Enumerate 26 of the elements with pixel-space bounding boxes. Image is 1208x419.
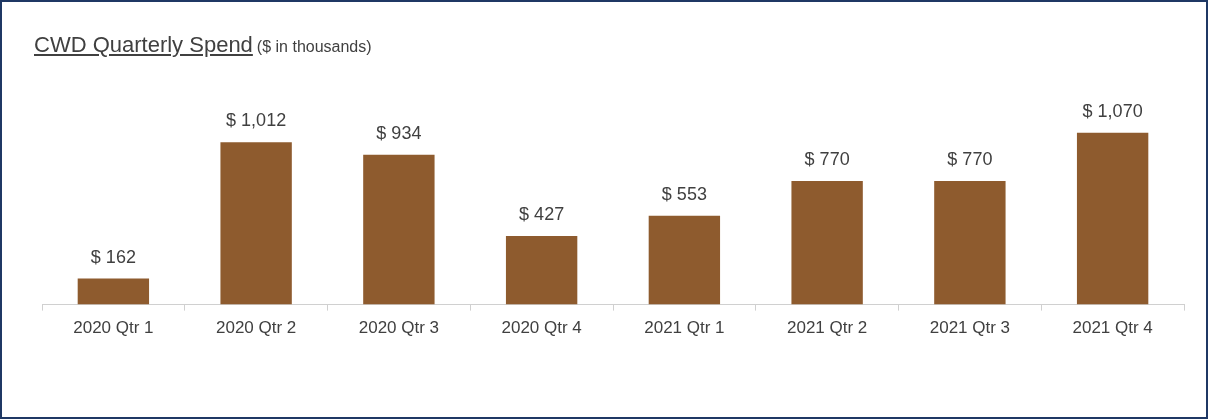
x-tick-label: 2020 Qtr 1 <box>73 318 154 338</box>
chart-subtitle: ($ in thousands) <box>256 38 372 55</box>
bar <box>363 154 435 305</box>
bar <box>505 236 578 305</box>
data-label: $ 770 <box>947 148 993 169</box>
x-tick-label: 2021 Qtr 1 <box>644 318 725 338</box>
bar <box>934 181 1006 305</box>
bar <box>791 181 863 305</box>
bar <box>220 142 292 305</box>
bar <box>648 215 721 305</box>
x-tick-label: 2020 Qtr 3 <box>358 318 440 338</box>
x-tick-label: 2021 Qtr 3 <box>929 318 1011 338</box>
data-label: $ 1,070 <box>1082 100 1143 121</box>
data-label: $ 934 <box>376 122 422 143</box>
data-label: $ 427 <box>519 204 565 225</box>
x-tick-label: 2020 Qtr 2 <box>215 318 297 338</box>
data-label: $ 162 <box>90 246 136 267</box>
x-tick-label: 2021 Qtr 2 <box>786 318 868 338</box>
x-tick-label: 2021 Qtr 4 <box>1072 318 1153 338</box>
x-tick-label: 2020 Qtr 4 <box>501 318 582 338</box>
data-label: $ 1,012 <box>226 110 287 131</box>
bar <box>77 278 150 305</box>
bar <box>1076 132 1149 305</box>
chart-title: CWD Quarterly Spend <box>34 32 253 57</box>
data-label: $ 553 <box>661 183 707 204</box>
data-label: $ 770 <box>804 148 850 169</box>
